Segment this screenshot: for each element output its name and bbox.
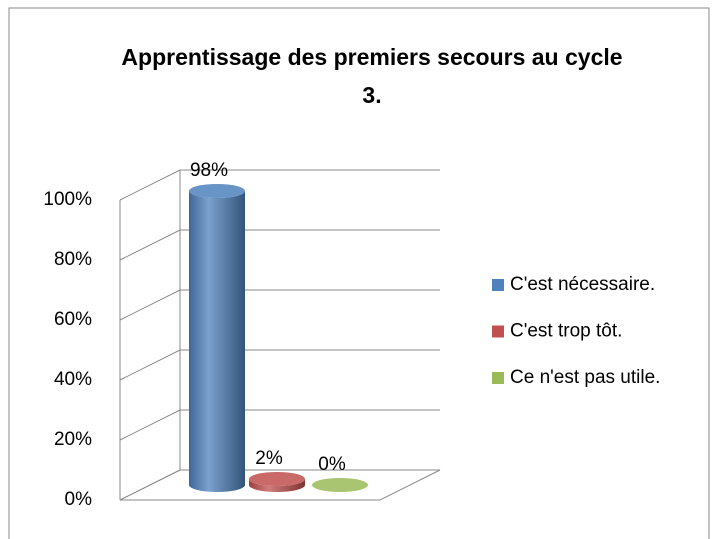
bar-top bbox=[312, 478, 368, 492]
grid-line bbox=[119, 289, 440, 321]
legend-label: Ce n'est pas utile. bbox=[510, 367, 660, 388]
bar-top bbox=[249, 472, 305, 486]
legend-swatch bbox=[492, 372, 504, 384]
grid-line bbox=[119, 409, 440, 441]
bar-top bbox=[189, 184, 245, 198]
bar bbox=[249, 479, 305, 492]
y-tick-label: 100% bbox=[43, 189, 92, 210]
legend-label: C'est trop tôt. bbox=[510, 321, 622, 342]
grid-line bbox=[119, 349, 440, 381]
chart-frame bbox=[8, 7, 710, 539]
y-tick-label: 0% bbox=[65, 489, 93, 510]
legend-swatch bbox=[492, 325, 504, 338]
value-label: 0% bbox=[318, 454, 346, 475]
value-label: 98% bbox=[190, 160, 228, 181]
y-tick-label: 80% bbox=[54, 249, 92, 270]
legend-swatch bbox=[492, 279, 504, 291]
grid-line bbox=[119, 469, 440, 501]
grid-line bbox=[119, 169, 440, 201]
y-tick-label: 20% bbox=[54, 429, 92, 450]
y-tick-label: 60% bbox=[54, 309, 92, 330]
legend-label: C'est nécessaire. bbox=[510, 274, 655, 295]
value-label: 2% bbox=[255, 448, 283, 469]
y-tick-label: 40% bbox=[54, 369, 92, 390]
grid-line bbox=[119, 229, 440, 261]
chart-title: Apprentissage des premiers secours au cy… bbox=[121, 44, 623, 108]
bar bbox=[189, 191, 245, 492]
